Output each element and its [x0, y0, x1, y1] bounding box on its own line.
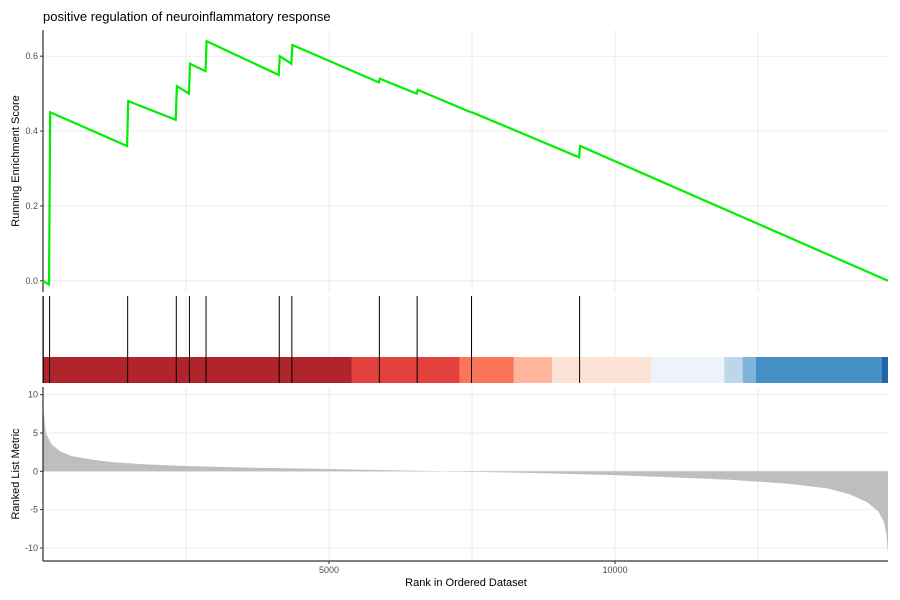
y-tick-label: 0.4	[25, 126, 38, 136]
hits-panel	[42, 296, 888, 383]
y-ticks-bottom: 10 5 0 -5 -10	[25, 390, 43, 553]
y-tick-label: 0.6	[25, 51, 38, 61]
y-tick-label: 0.0	[25, 276, 38, 286]
color-bar-segment	[43, 357, 352, 383]
grid-top	[43, 30, 888, 292]
color-bar-segment	[459, 357, 514, 383]
y-tick-label: 0	[33, 466, 38, 476]
x-tick-label: 10000	[603, 565, 628, 575]
color-bar-segment	[351, 357, 460, 383]
color-bar-segment	[651, 357, 725, 383]
color-bar-segment	[755, 357, 882, 383]
rank-color-bar	[43, 357, 888, 383]
ranked-metric-ylabel: Ranked List Metric	[10, 428, 22, 520]
y-tick-label: 10	[28, 390, 38, 400]
color-bar-segment	[724, 357, 743, 383]
running-score-line	[42, 39, 889, 287]
y-tick-label: -10	[25, 543, 38, 553]
running-score-panel: 0.0 0.2 0.4 0.6 Running Enrichment Score	[10, 30, 889, 292]
ranked-metric-area	[43, 406, 888, 554]
y-tick-label: 5	[33, 428, 38, 438]
running-score-ylabel: Running Enrichment Score	[10, 95, 22, 226]
gene-hits	[42, 296, 581, 383]
color-bar-segment	[552, 357, 652, 383]
chart-title: positive regulation of neuroinflammatory…	[43, 9, 331, 24]
y-ticks-top: 0.0 0.2 0.4 0.6	[25, 51, 43, 286]
x-ticks: 5000 10000	[319, 561, 628, 575]
y-tick-label: -5	[30, 505, 38, 515]
x-tick-label: 5000	[319, 565, 339, 575]
ranked-metric-panel: 10 5 0 -5 -10 5000 10000 Ranked List Metric R…	[10, 387, 888, 589]
color-bar-segment	[881, 357, 888, 383]
x-axis-label: Rank in Ordered Dataset	[405, 577, 527, 589]
color-bar-segment	[742, 357, 756, 383]
y-tick-label: 0.2	[25, 201, 38, 211]
color-bar-segment	[513, 357, 553, 383]
